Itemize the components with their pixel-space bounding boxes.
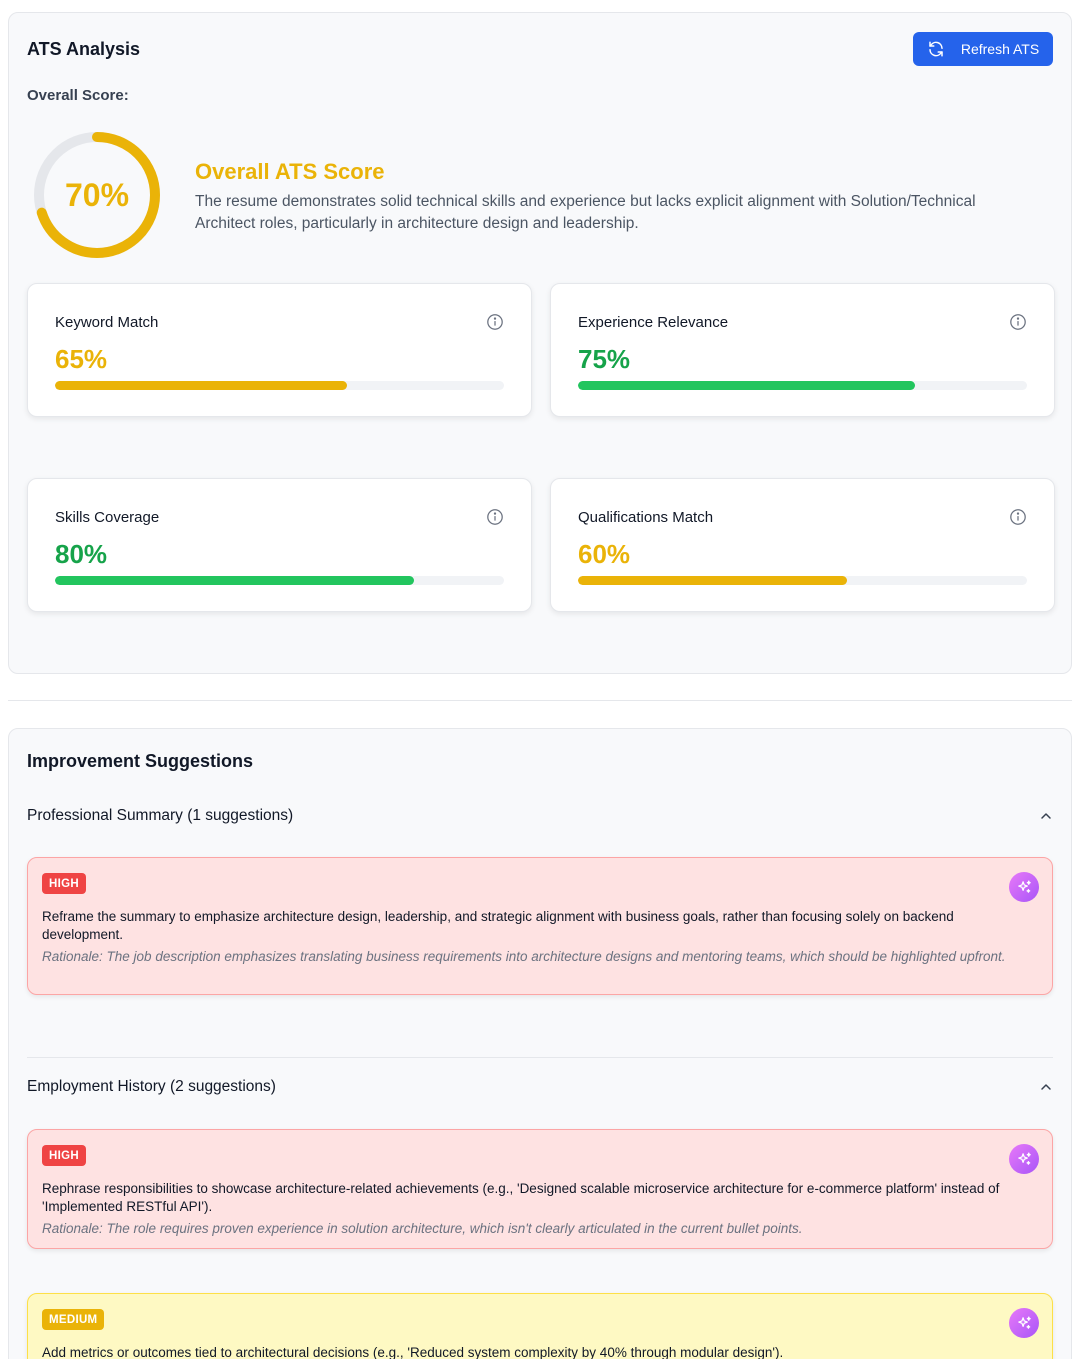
metric-value: 75% (578, 344, 631, 374)
metric-value: 80% (55, 539, 108, 569)
chevron-up-icon[interactable] (1039, 809, 1053, 823)
suggestions-title: Improvement Suggestions (27, 751, 254, 771)
metric-progress-fill (55, 576, 415, 585)
improvement-suggestions-panel: Improvement Suggestions Professional Sum… (8, 728, 1072, 1359)
ai-rewrite-button[interactable] (1009, 1144, 1039, 1174)
metric-card-skills-coverage: Skills Coverage 80% (27, 478, 532, 612)
ats-analysis-panel: ATS Analysis Refresh ATS Overall Score: … (8, 12, 1072, 674)
refresh-ats-label: Refresh ATS (960, 41, 1040, 57)
metric-card-experience-relevance: Experience Relevance 75% (550, 283, 1055, 417)
sparkles-icon (1017, 879, 1031, 893)
refresh-ats-button[interactable]: Refresh ATS (913, 32, 1053, 66)
priority-badge: HIGH (42, 1145, 86, 1166)
suggestion-text: Rephrase responsibilities to showcase ar… (42, 1181, 1000, 1214)
suggestion-card: HIGH Reframe the summary to emphasize ar… (27, 857, 1053, 995)
priority-badge: HIGH (42, 873, 86, 894)
metric-label: Qualifications Match (578, 509, 714, 526)
info-icon[interactable] (1009, 313, 1027, 331)
sparkles-icon (1017, 1315, 1031, 1329)
section-divider (8, 700, 1072, 701)
metric-label: Keyword Match (55, 314, 159, 331)
suggestion-rationale: Rationale: The role requires proven expe… (42, 1221, 803, 1236)
metric-value: 65% (55, 344, 108, 374)
ai-rewrite-button[interactable] (1009, 872, 1039, 902)
overall-score-ring (34, 132, 160, 258)
refresh-icon (929, 41, 943, 57)
overall-score-ring-arc (34, 132, 160, 258)
suggestion-text: Add metrics or outcomes tied to architec… (42, 1345, 784, 1359)
overall-score-label: Overall Score: (27, 87, 129, 104)
metric-progress-track (578, 576, 1027, 585)
suggestion-card: HIGH Rephrase responsibilities to showca… (27, 1129, 1053, 1249)
overall-score-description: The resume demonstrates solid technical … (195, 193, 976, 232)
metric-progress-fill (578, 576, 848, 585)
metric-label: Experience Relevance (578, 314, 729, 331)
ats-title: ATS Analysis (27, 39, 141, 59)
metric-card-qualifications-match: Qualifications Match 60% (550, 478, 1055, 612)
section-label: Professional Summary (1 suggestions) (27, 807, 294, 824)
metric-label: Skills Coverage (55, 509, 160, 526)
chevron-up-icon[interactable] (1039, 1080, 1053, 1094)
info-icon[interactable] (486, 313, 504, 331)
suggestion-rationale: Rationale: The job description emphasize… (42, 949, 1006, 964)
ai-rewrite-button[interactable] (1009, 1308, 1039, 1338)
section-header-professional-summary[interactable]: Professional Summary (1 suggestions) (27, 801, 1053, 831)
metric-value: 60% (578, 539, 631, 569)
overall-ats-score-heading: Overall ATS Score (195, 159, 385, 184)
metric-progress-fill (578, 381, 915, 390)
info-icon[interactable] (1009, 508, 1027, 526)
metric-progress-track (55, 381, 504, 390)
priority-badge: MEDIUM (42, 1309, 105, 1330)
metric-progress-fill (55, 381, 347, 390)
section-header-employment-history[interactable]: Employment History (2 suggestions) (27, 1072, 1053, 1102)
sparkles-icon (1017, 1151, 1031, 1165)
metric-card-keyword-match: Keyword Match 65% (27, 283, 532, 417)
metric-progress-track (55, 576, 504, 585)
section-label: Employment History (2 suggestions) (27, 1078, 276, 1095)
metric-progress-track (578, 381, 1027, 390)
info-icon[interactable] (486, 508, 504, 526)
section-rule (27, 1057, 1053, 1058)
suggestion-card: MEDIUM Add metrics or outcomes tied to a… (27, 1293, 1053, 1359)
suggestion-text: Reframe the summary to emphasize archite… (42, 909, 954, 942)
overall-score-value: 70% (64, 176, 130, 213)
